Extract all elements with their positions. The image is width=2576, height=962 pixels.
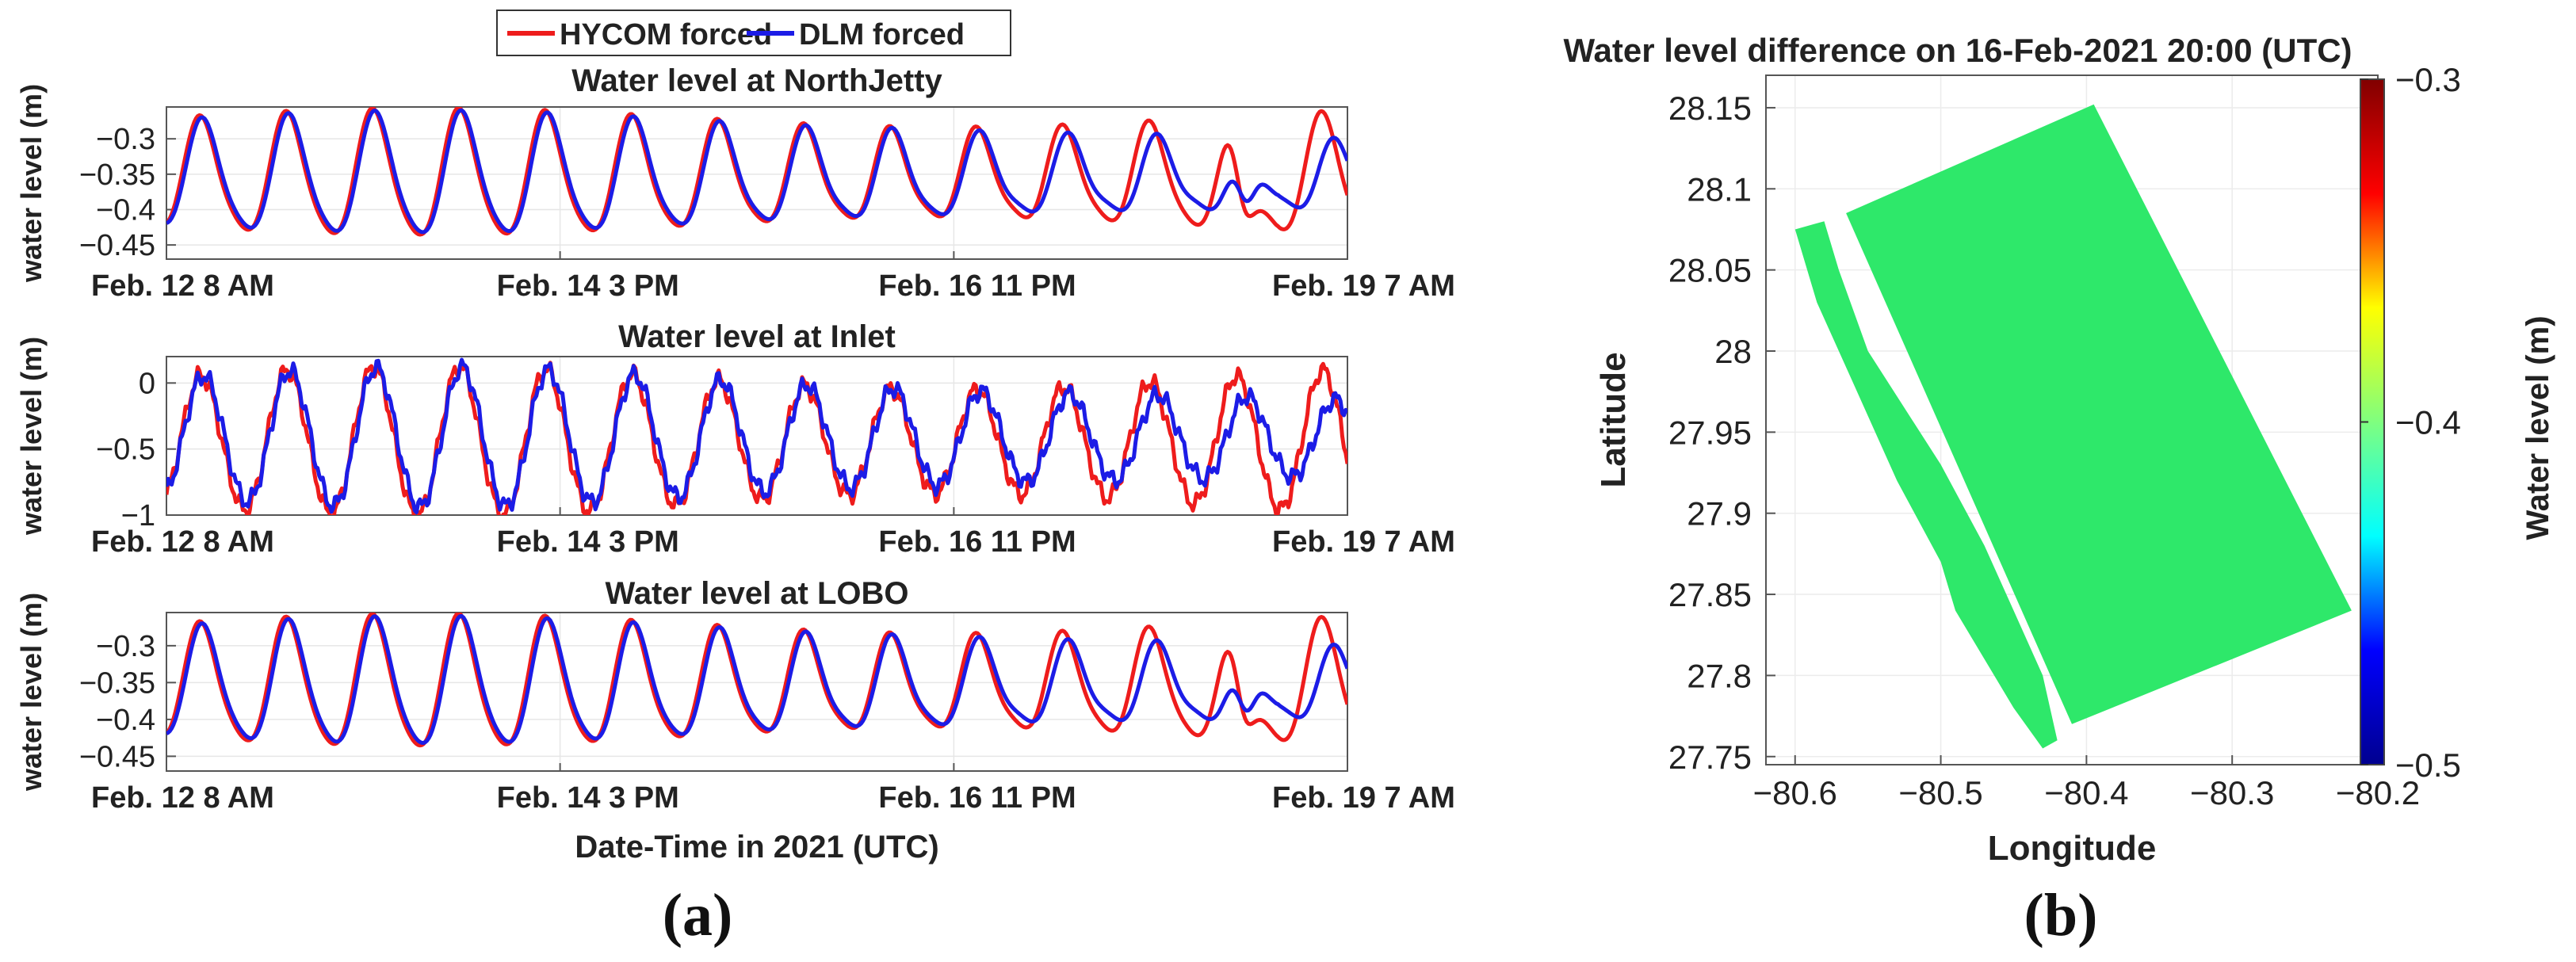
map-ytick-label: 27.95 xyxy=(1668,414,1752,451)
panel-a-letter: (a) xyxy=(663,882,733,949)
xtick-label: Feb. 12 8 AM xyxy=(91,525,274,559)
ytick-label: −0.45 xyxy=(79,740,155,773)
xtick-label: Feb. 19 7 AM xyxy=(1272,781,1455,815)
ytick-label: −1 xyxy=(121,499,155,533)
ytick-label: 0 xyxy=(139,367,155,400)
map-ytick-label: 28.15 xyxy=(1668,90,1752,127)
legend-label-hycom: HYCOM forced xyxy=(560,18,772,52)
map-xtick-label: −80.6 xyxy=(1753,774,1837,811)
subplot-inlet-ylabel: water level (m) xyxy=(15,337,48,536)
xtick-label: Feb. 16 11 PM xyxy=(878,269,1076,303)
series-line-dlm xyxy=(166,614,1347,745)
subplot-lobo-xticks: Feb. 12 8 AM Feb. 14 3 PM Feb. 16 11 PM Feb… xyxy=(91,763,1455,815)
ytick-label: −0.4 xyxy=(96,704,155,737)
subplot-northjetty-lines xyxy=(166,107,1347,237)
xtick-label: Feb. 14 3 PM xyxy=(497,269,679,303)
subplot-inlet-yticks: 0 −0.5 −1 xyxy=(96,367,176,533)
map-title: Water level difference on 16-Feb-2021 20… xyxy=(1563,32,2352,69)
colorbar-tick-label: −0.5 xyxy=(2395,746,2461,784)
subplot-northjetty: Water level at NorthJetty water level (m… xyxy=(15,63,1455,303)
subplot-northjetty-axes xyxy=(166,106,1348,260)
xtick-label: Feb. 16 11 PM xyxy=(878,781,1076,815)
map-ytick-label: 27.85 xyxy=(1668,576,1752,613)
ytick-label: −0.45 xyxy=(79,229,155,262)
subplot-lobo: Water level at LOBO water level (m) −0.3… xyxy=(15,576,1455,815)
map-yticks: 28.15 28.1 28.05 28 27.95 27.9 27.85 27.8 27.75 xyxy=(1668,90,1775,776)
ytick-label: −0.35 xyxy=(79,666,155,700)
xtick-label: Feb. 19 7 AM xyxy=(1272,269,1455,303)
legend: HYCOM forced DLM forced xyxy=(496,10,1011,56)
subplot-lobo-yticks: −0.3−0.35 −0.4−0.45 xyxy=(79,630,176,773)
subplot-lobo-axes xyxy=(166,612,1348,772)
xtick-label: Feb. 12 8 AM xyxy=(91,269,274,303)
series-line-hycom xyxy=(166,107,1347,237)
subplot-inlet-title: Water level at Inlet xyxy=(618,319,896,354)
subplot-northjetty-ylabel: water level (m) xyxy=(15,84,48,283)
map-ytick-label: 27.9 xyxy=(1687,495,1752,533)
panel-a-xlabel: Date-Time in 2021 (UTC) xyxy=(575,830,938,865)
map-ytick-label: 28.05 xyxy=(1668,252,1752,289)
map-ytick-label: 27.8 xyxy=(1687,657,1752,694)
ytick-label: −0.5 xyxy=(96,433,155,467)
map-xtick-label: −80.4 xyxy=(2044,774,2128,811)
ytick-label: −0.35 xyxy=(79,158,155,192)
xtick-label: Feb. 14 3 PM xyxy=(497,525,679,559)
subplot-inlet-axes xyxy=(166,356,1348,516)
map-xtick-label: −80.2 xyxy=(2336,774,2420,811)
xtick-label: Feb. 14 3 PM xyxy=(497,781,679,815)
panel-b-letter: (b) xyxy=(2024,882,2098,949)
map-xtick-label: −80.5 xyxy=(1898,774,1982,811)
map-xlabel: Longitude xyxy=(1988,829,2157,868)
colorbar-ticks: −0.3 −0.4 −0.5 xyxy=(2360,61,2461,784)
subplot-inlet-xticks: Feb. 12 8 AM Feb. 14 3 PM Feb. 16 11 PM Feb… xyxy=(91,507,1455,559)
subplot-northjetty-yticks: −0.3−0.35−0.4−0.45 xyxy=(79,123,176,262)
model-domain xyxy=(1846,104,2352,724)
map-ytick-label: 28.1 xyxy=(1687,170,1752,208)
xtick-label: Feb. 19 7 AM xyxy=(1272,525,1455,559)
subplot-lobo-lines xyxy=(166,613,1347,748)
xtick-label: Feb. 16 11 PM xyxy=(878,525,1076,559)
colorbar-tick-label: −0.4 xyxy=(2395,404,2461,441)
map-ytick-label: 27.75 xyxy=(1668,739,1752,776)
series-line-dlm xyxy=(166,357,1347,514)
subplot-lobo-ylabel: water level (m) xyxy=(15,593,48,792)
colorbar-tick-label: −0.3 xyxy=(2395,61,2461,98)
legend-label-dlm: DLM forced xyxy=(799,18,965,52)
subplot-northjetty-title: Water level at NorthJetty xyxy=(571,63,942,98)
map-xtick-label: −80.3 xyxy=(2190,774,2274,811)
ytick-label: −0.4 xyxy=(96,193,155,227)
subplot-lobo-title: Water level at LOBO xyxy=(605,576,908,611)
map-ytick-label: 28 xyxy=(1714,333,1752,370)
series-line-hycom xyxy=(166,613,1347,748)
xtick-label: Feb. 12 8 AM xyxy=(91,781,274,815)
subplot-northjetty-xticks: Feb. 12 8 AM Feb. 14 3 PM Feb. 16 11 PM Feb… xyxy=(91,251,1455,303)
map-panel: Water level difference on 16-Feb-2021 20… xyxy=(1563,32,2555,868)
series-line-hycom xyxy=(166,361,1347,515)
lagoon-region xyxy=(1794,221,2058,749)
map-ylabel: Latitude xyxy=(1594,352,1633,487)
ytick-label: −0.3 xyxy=(96,123,155,156)
series-line-dlm xyxy=(166,108,1347,235)
subplot-inlet-lines xyxy=(166,357,1347,515)
ytick-label: −0.3 xyxy=(96,630,155,663)
subplot-inlet: Water level at Inlet water level (m) 0 −0… xyxy=(15,319,1455,559)
colorbar-label: Water level (m) xyxy=(2521,315,2555,540)
map-xticks: −80.6 −80.5 −80.4 −80.3 −80.2 xyxy=(1753,755,2420,811)
